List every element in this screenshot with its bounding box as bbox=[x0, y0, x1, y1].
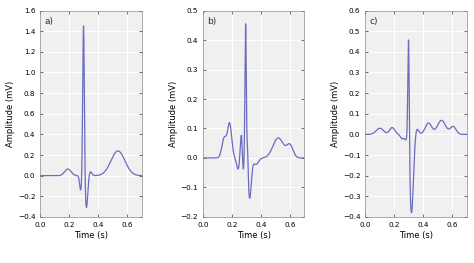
Text: a): a) bbox=[45, 17, 54, 26]
X-axis label: Time (s): Time (s) bbox=[237, 231, 271, 240]
X-axis label: Time (s): Time (s) bbox=[399, 231, 433, 240]
Y-axis label: Amplitude (mV): Amplitude (mV) bbox=[169, 81, 178, 147]
Y-axis label: Amplitude (mV): Amplitude (mV) bbox=[6, 81, 15, 147]
Text: b): b) bbox=[207, 17, 216, 26]
X-axis label: Time (s): Time (s) bbox=[74, 231, 108, 240]
Y-axis label: Amplitude (mV): Amplitude (mV) bbox=[331, 81, 340, 147]
Text: c): c) bbox=[369, 17, 378, 26]
